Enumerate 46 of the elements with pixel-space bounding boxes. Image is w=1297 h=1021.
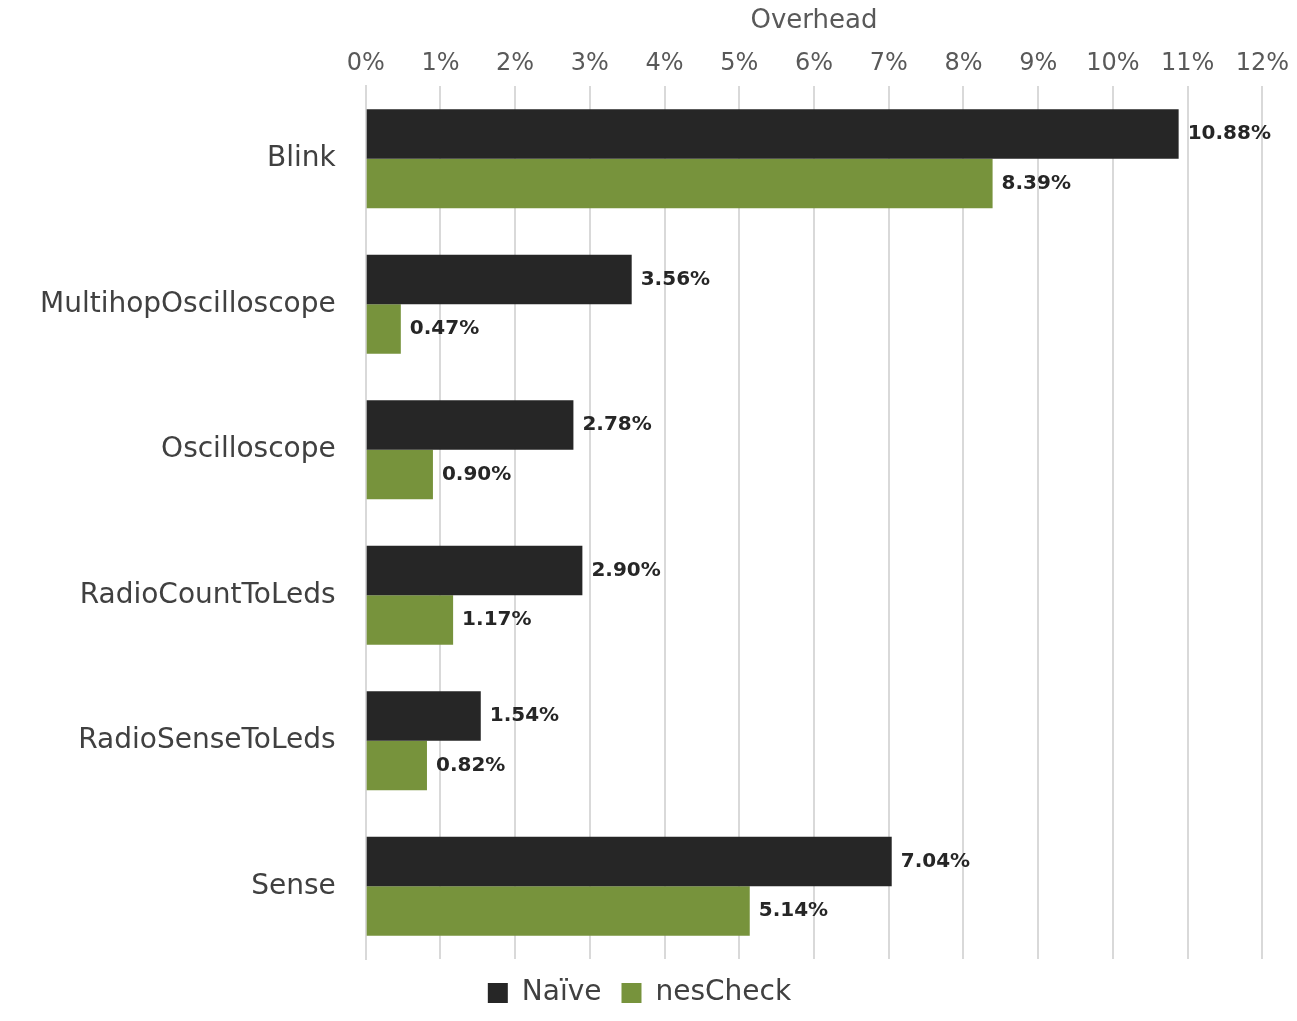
bar — [366, 595, 454, 645]
data-label: 1.54% — [489, 702, 560, 727]
x-tick-label: 6% — [794, 47, 834, 76]
x-tick-label: 11% — [1160, 47, 1215, 76]
bar — [366, 400, 574, 450]
x-tick-label: 8% — [944, 47, 983, 76]
data-label: 3.56% — [640, 265, 711, 290]
bar — [366, 254, 632, 305]
bar — [366, 886, 750, 936]
y-tick-label: MultihopOscilloscope — [39, 285, 336, 319]
bar — [366, 836, 892, 887]
bar — [366, 691, 481, 741]
x-tick-label: 1% — [421, 47, 460, 76]
x-tick-label: 7% — [869, 47, 908, 76]
bar — [366, 545, 583, 596]
data-label: 1.17% — [462, 606, 532, 631]
x-tick-label: 3% — [570, 47, 609, 76]
y-tick-label: Blink — [266, 140, 337, 174]
bar — [366, 449, 433, 500]
data-label: 5.14% — [758, 897, 829, 922]
x-tick-label: 12% — [1235, 47, 1289, 76]
y-tick-label: RadioSenseToLeds — [78, 722, 336, 756]
bar — [366, 109, 1179, 159]
data-label: 0.47% — [409, 315, 480, 340]
legend-label: nesCheck — [655, 974, 792, 1008]
bar — [366, 158, 993, 209]
x-tick-label: 9% — [1019, 47, 1058, 76]
data-label: 2.90% — [591, 556, 661, 581]
x-tick-label: 10% — [1086, 47, 1140, 76]
y-tick-label: RadioCountToLeds — [79, 576, 336, 610]
data-label: 2.78% — [582, 411, 652, 436]
bar — [366, 304, 401, 354]
data-label: 7.04% — [900, 847, 971, 872]
data-label: 0.82% — [435, 751, 506, 776]
legend-label: Naïve — [521, 974, 602, 1008]
data-label: 10.88% — [1187, 120, 1271, 145]
x-tick-label: 5% — [720, 47, 759, 76]
data-label: 8.39% — [1001, 169, 1071, 194]
y-tick-label: Oscilloscope — [161, 431, 336, 465]
x-tick-label: 4% — [645, 47, 684, 76]
x-axis-title: Overhead — [750, 4, 878, 35]
data-label: 0.90% — [441, 460, 512, 485]
x-tick-label: 0% — [346, 47, 385, 76]
x-tick-label: 2% — [496, 47, 535, 76]
bar — [366, 740, 427, 791]
y-tick-label: Sense — [251, 867, 336, 901]
